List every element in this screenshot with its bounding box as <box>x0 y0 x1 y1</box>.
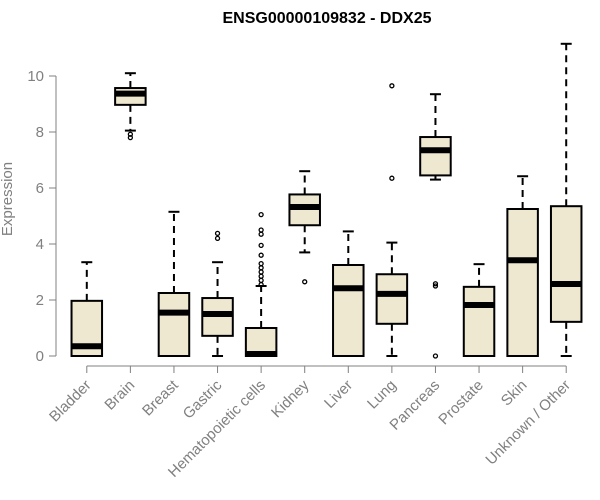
x-tick-label: Breast <box>139 376 182 419</box>
outlier-point <box>389 83 395 89</box>
outlier-point <box>258 252 264 258</box>
x-tick-label: Bladder <box>46 377 95 426</box>
box-prostate <box>462 263 496 357</box>
y-tick-label: 8 <box>36 124 44 141</box>
box-iqr <box>549 205 583 323</box>
box-unknown-other <box>549 42 583 357</box>
outlier-point <box>258 227 264 233</box>
y-tick-label: 4 <box>36 236 44 253</box>
box-iqr <box>506 208 539 357</box>
outlier-point <box>258 231 264 237</box>
box-iqr <box>462 285 496 357</box>
x-tick-label: Liver <box>321 377 356 412</box>
box-lung <box>375 83 409 357</box>
box-kidney <box>288 170 321 285</box>
y-axis-title: Expression <box>0 162 16 236</box>
outlier-point <box>258 281 264 288</box>
x-tick-label: Lung <box>364 377 400 413</box>
outlier-point <box>258 277 264 284</box>
y-tick-label: 2 <box>36 292 44 309</box>
outlier-point <box>258 260 264 267</box>
box-iqr <box>332 264 365 357</box>
outlier-point <box>258 265 264 271</box>
outlier-point <box>258 211 264 218</box>
box-iqr <box>157 292 191 357</box>
x-tick-label: Skin <box>498 377 531 410</box>
y-tick-label: 0 <box>36 348 44 365</box>
y-tick-label: 6 <box>36 180 44 197</box>
outlier-point <box>389 175 395 181</box>
outlier-point <box>432 283 439 289</box>
outlier-point <box>432 353 439 359</box>
outlier-point <box>302 279 308 285</box>
outlier-point <box>258 269 264 275</box>
box-iqr <box>419 136 452 177</box>
outlier-point <box>258 273 264 279</box>
box-hematopoietic-cells <box>244 211 278 358</box>
box-brain <box>114 72 147 141</box>
box-skin <box>506 175 539 357</box>
box-liver <box>332 230 365 357</box>
outlier-point <box>432 281 439 287</box>
chart-title: ENSG00000109832 - DDX25 <box>222 10 431 27</box>
outlier-point <box>258 242 264 249</box>
y-axis: 0 2 4 6 8 10 <box>27 68 57 365</box>
box-bladder <box>70 261 104 357</box>
outlier-point <box>127 134 134 141</box>
box-iqr <box>375 273 409 325</box>
box-breast <box>157 210 191 357</box>
outlier-point <box>214 235 221 242</box>
outlier-point <box>214 230 221 237</box>
y-tick-label: 10 <box>27 68 44 85</box>
box-pancreas <box>419 93 452 359</box>
x-tick-label: Kidney <box>268 376 313 421</box>
box-series <box>70 42 583 359</box>
x-tick-label: Prostate <box>435 377 487 429</box>
x-tick-label: Brain <box>101 377 138 414</box>
box-gastric <box>201 230 234 357</box>
